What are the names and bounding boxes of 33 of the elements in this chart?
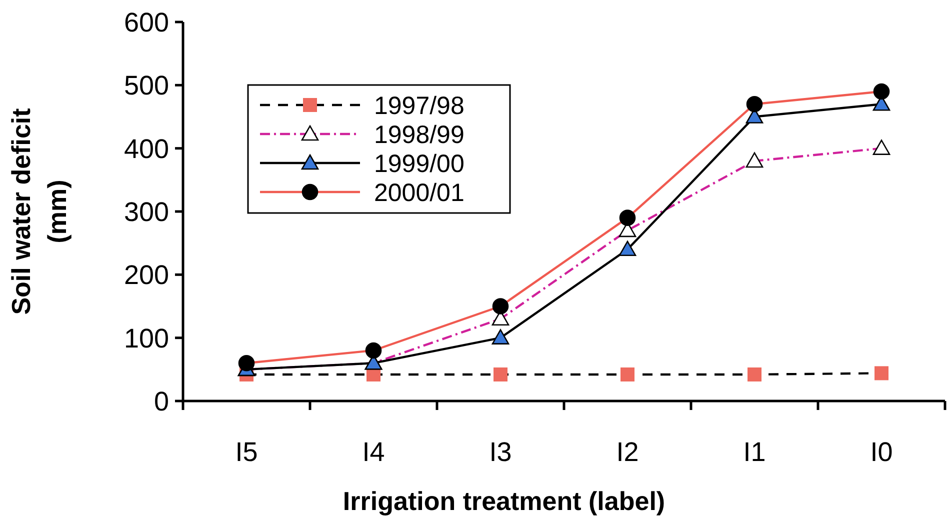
point bbox=[874, 366, 888, 380]
point bbox=[238, 354, 255, 372]
point bbox=[746, 152, 764, 168]
y-tick-label: 200 bbox=[124, 260, 169, 290]
x-tick-label: I4 bbox=[362, 437, 385, 467]
x-tick-label: I2 bbox=[616, 437, 639, 467]
x-tick-label: I0 bbox=[870, 437, 893, 467]
point bbox=[618, 240, 636, 256]
point bbox=[492, 298, 509, 314]
point bbox=[494, 367, 508, 382]
point bbox=[873, 83, 890, 100]
x-tick-label: I3 bbox=[489, 437, 512, 467]
x-axis-title: Irrigation treatment (label) bbox=[342, 486, 666, 516]
legend-label: 1999/00 bbox=[374, 150, 464, 178]
point bbox=[748, 367, 762, 382]
x-tick-label: I1 bbox=[743, 437, 766, 467]
y-tick-label: 500 bbox=[124, 70, 169, 101]
point bbox=[620, 367, 634, 382]
point bbox=[872, 140, 890, 155]
point bbox=[365, 342, 382, 359]
legend-label: 1997/98 bbox=[374, 92, 464, 120]
y-tick-label: 600 bbox=[124, 7, 169, 38]
x-tick-label: I5 bbox=[235, 437, 258, 467]
point bbox=[492, 329, 510, 344]
y-tick-label: 300 bbox=[124, 196, 169, 227]
y-tick-label: 0 bbox=[154, 386, 169, 416]
legend-label: 1998/99 bbox=[374, 120, 464, 149]
point bbox=[746, 96, 763, 112]
point bbox=[619, 210, 636, 226]
legend-label: 2000/01 bbox=[374, 178, 464, 207]
y-axis-title: Soil water deficit (mm) bbox=[6, 108, 72, 315]
y-tick-label: 400 bbox=[124, 134, 169, 164]
y-tick-label: 100 bbox=[124, 323, 169, 354]
